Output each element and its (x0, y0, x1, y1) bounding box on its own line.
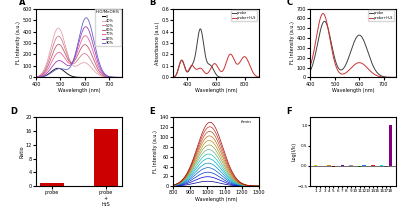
Legend: probe, probe+H₂S: probe, probe+H₂S (368, 10, 394, 21)
Y-axis label: Absorbance (a.u.): Absorbance (a.u.) (155, 21, 160, 65)
Text: A: A (19, 0, 25, 7)
Bar (380, 165, 383, 166)
Y-axis label: Log(I/I₀): Log(I/I₀) (291, 142, 296, 161)
Y-axis label: Ratio: Ratio (19, 146, 24, 158)
probe (198, 28, 203, 30)
probe (171, 76, 176, 79)
X-axis label: Wavelength (nm): Wavelength (nm) (332, 88, 374, 93)
Bar (323, 165, 326, 166)
probe+H₂S (320, 12, 325, 15)
Text: C: C (286, 0, 292, 7)
probe+H₂S (359, 62, 364, 64)
probe (238, 76, 242, 79)
probe+H₂S (354, 62, 359, 64)
probe (195, 41, 200, 43)
Y-axis label: FL Intensity (a.u.): FL Intensity (a.u.) (290, 22, 295, 64)
probe (394, 76, 398, 79)
probe (322, 20, 327, 23)
probe+H₂S (392, 76, 396, 79)
probe+H₂S (171, 76, 176, 79)
probe+H₂S (394, 76, 398, 79)
probe+H₂S (195, 68, 200, 71)
probe (349, 49, 354, 52)
probe (378, 74, 383, 77)
probe+H₂S (198, 67, 203, 69)
X-axis label: Wavelength (nm): Wavelength (nm) (195, 197, 237, 202)
Line: probe: probe (310, 21, 396, 77)
Bar (336, 165, 340, 166)
Y-axis label: FL Intensity (a.u.): FL Intensity (a.u.) (16, 22, 21, 64)
Bar (332, 166, 335, 167)
Bar (314, 165, 318, 166)
probe+H₂S (248, 66, 253, 68)
Bar (327, 165, 331, 166)
Bar (340, 165, 344, 166)
probe+H₂S (228, 53, 233, 55)
probe (354, 36, 359, 38)
Bar (40, 183, 64, 186)
probe+H₂S (227, 54, 232, 56)
Text: F: F (286, 107, 292, 116)
Legend: 0, 40%, 50%, 60%, 70%, 80%, 90%: 0, 40%, 50%, 60%, 70%, 80%, 90% (95, 9, 121, 46)
Text: E: E (149, 107, 155, 116)
X-axis label: Wavelength (nm): Wavelength (nm) (58, 88, 100, 93)
probe+H₂S (256, 76, 261, 78)
Bar (358, 166, 361, 167)
Bar (371, 165, 374, 166)
Bar (389, 125, 392, 166)
Text: D: D (10, 107, 17, 116)
Text: B: B (149, 0, 156, 7)
probe (227, 76, 232, 79)
Bar (354, 165, 357, 166)
probe (308, 70, 313, 72)
probe (359, 35, 364, 38)
probe (349, 48, 354, 50)
probe (192, 59, 196, 61)
probe+H₂S (308, 65, 313, 67)
probe+H₂S (238, 61, 242, 63)
probe (198, 28, 203, 30)
Bar (384, 166, 388, 167)
Bar (349, 165, 352, 166)
X-axis label: Wavelength (nm): Wavelength (nm) (195, 88, 237, 93)
Bar (362, 165, 366, 166)
Bar (367, 165, 370, 166)
Line: probe: probe (173, 29, 259, 77)
probe+H₂S (192, 66, 196, 68)
probe (256, 76, 261, 79)
probe (392, 76, 396, 79)
probe+H₂S (349, 66, 354, 69)
Text: t/min: t/min (241, 120, 252, 124)
probe+H₂S (378, 76, 383, 78)
probe (248, 76, 253, 79)
Bar (94, 129, 118, 186)
Legend: probe, probe+H₂S: probe, probe+H₂S (231, 10, 257, 21)
Line: probe+H₂S: probe+H₂S (310, 13, 396, 77)
Line: probe+H₂S: probe+H₂S (173, 54, 259, 77)
Y-axis label: FL Intensity (a.u.): FL Intensity (a.u.) (153, 130, 158, 173)
probe+H₂S (349, 67, 354, 69)
